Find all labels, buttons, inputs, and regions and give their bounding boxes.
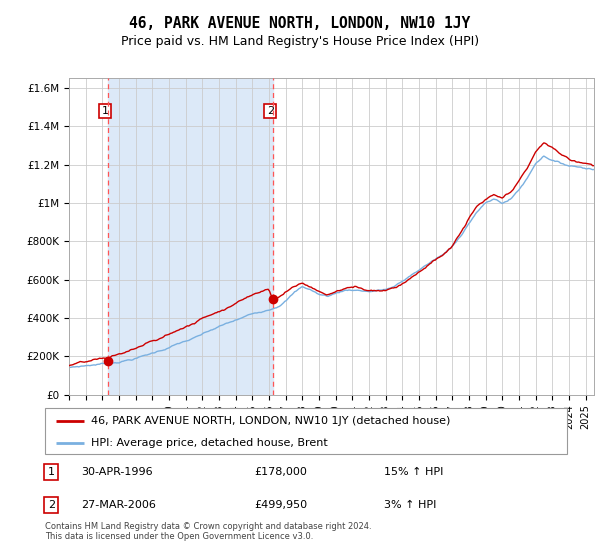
FancyBboxPatch shape bbox=[45, 408, 567, 454]
Text: 46, PARK AVENUE NORTH, LONDON, NW10 1JY: 46, PARK AVENUE NORTH, LONDON, NW10 1JY bbox=[130, 16, 470, 31]
Text: 1: 1 bbox=[48, 467, 55, 477]
Text: 30-APR-1996: 30-APR-1996 bbox=[82, 467, 153, 477]
Text: 1: 1 bbox=[102, 106, 109, 116]
Text: 27-MAR-2006: 27-MAR-2006 bbox=[82, 500, 157, 510]
Text: Contains HM Land Registry data © Crown copyright and database right 2024.
This d: Contains HM Land Registry data © Crown c… bbox=[45, 522, 371, 542]
Text: Price paid vs. HM Land Registry's House Price Index (HPI): Price paid vs. HM Land Registry's House … bbox=[121, 35, 479, 48]
Bar bbox=[108, 78, 273, 395]
Text: 2: 2 bbox=[48, 500, 55, 510]
Text: 3% ↑ HPI: 3% ↑ HPI bbox=[385, 500, 437, 510]
Text: 15% ↑ HPI: 15% ↑ HPI bbox=[385, 467, 443, 477]
Text: 46, PARK AVENUE NORTH, LONDON, NW10 1JY (detached house): 46, PARK AVENUE NORTH, LONDON, NW10 1JY … bbox=[91, 416, 451, 426]
Text: 2: 2 bbox=[267, 106, 274, 116]
Text: £499,950: £499,950 bbox=[254, 500, 307, 510]
Text: £178,000: £178,000 bbox=[254, 467, 307, 477]
Text: HPI: Average price, detached house, Brent: HPI: Average price, detached house, Bren… bbox=[91, 438, 328, 449]
